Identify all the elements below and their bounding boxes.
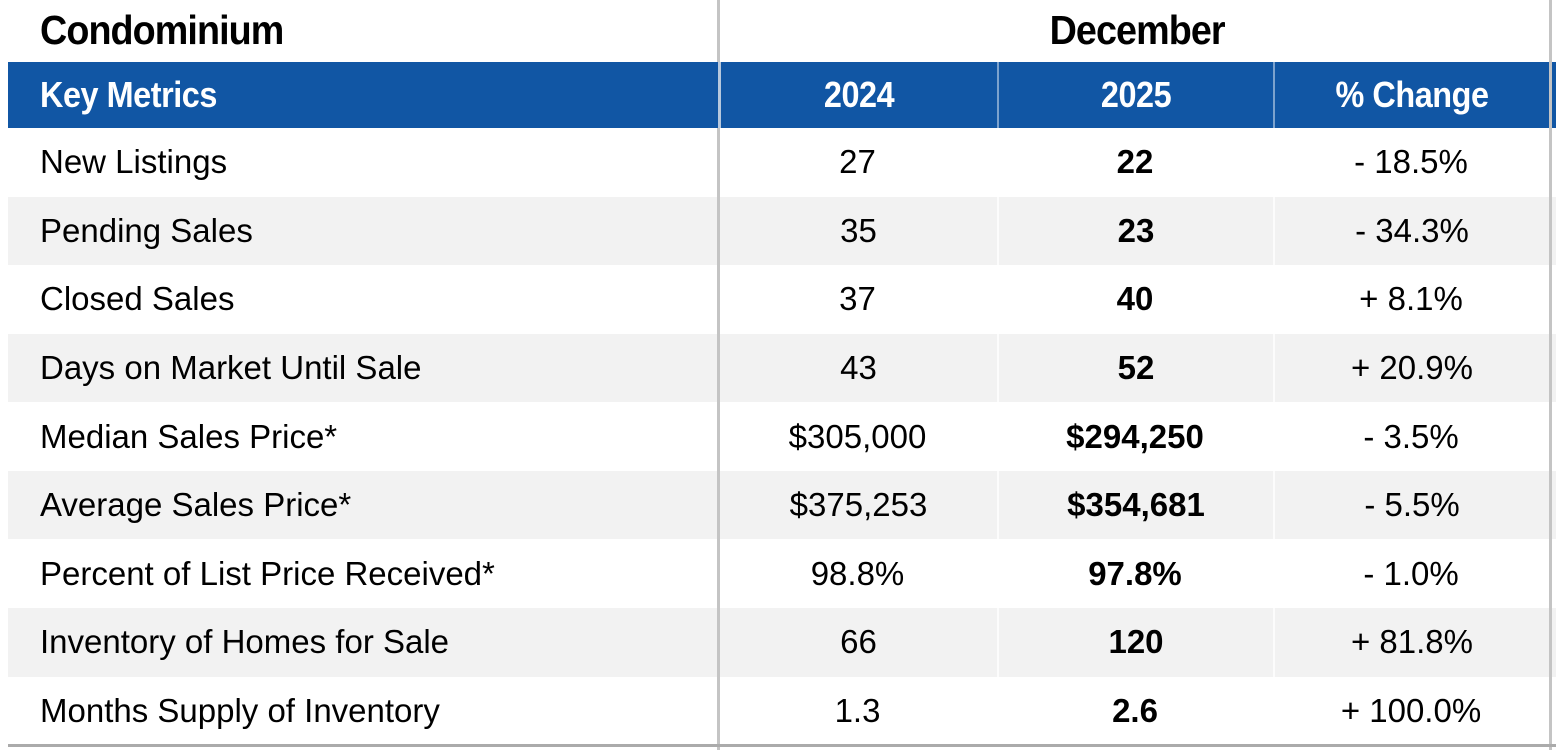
header-percent-change-label: % Change	[1335, 74, 1489, 115]
header-key-metrics: Key Metrics	[0, 62, 718, 128]
table-row-pending-sales: Pending Sales 35 23 - 34.3%	[0, 196, 1556, 266]
value-2025: 2.6	[1112, 691, 1158, 729]
value-2025: 97.8%	[1088, 554, 1182, 592]
header-percent-change: % Change	[1273, 62, 1549, 128]
value-percent-change: - 34.3%	[1273, 196, 1549, 266]
row-label: New Listings	[40, 143, 228, 181]
header-2024: 2024	[718, 62, 997, 128]
table-row-days-on-market: Days on Market Until Sale 43 52 + 20.9%	[0, 333, 1556, 403]
table-row-percent-list-price: Percent of List Price Received* 98.8% 97…	[0, 539, 1556, 608]
header-2025: 2025	[997, 62, 1273, 128]
value-2024: 35	[718, 196, 997, 266]
value-2024: 98.8%	[810, 554, 905, 592]
value-2024: 1.3	[834, 691, 881, 729]
value-2025: 40	[1116, 280, 1154, 318]
property-type-title: Condominium	[40, 0, 305, 60]
table-row-median-sales-price: Median Sales Price* $305,000 $294,250 - …	[0, 402, 1556, 471]
period-title: December	[718, 0, 1556, 60]
row-label: Months Supply of Inventory	[40, 691, 440, 729]
row-label: Percent of List Price Received*	[40, 554, 495, 592]
vertical-divider-main	[717, 0, 720, 750]
value-percent-change: - 5.5%	[1273, 470, 1549, 540]
value-2025: $354,681	[997, 470, 1273, 540]
table-body: New Listings 27 22 - 18.5% Pending Sales…	[0, 128, 1556, 745]
value-percent-change: + 100.0%	[1340, 691, 1482, 729]
value-2025: 23	[997, 196, 1273, 266]
header-2025-label: 2025	[1100, 74, 1172, 115]
row-label: Median Sales Price*	[40, 417, 338, 455]
title-band: Condominium December	[0, 0, 1556, 62]
table-row-closed-sales: Closed Sales 37 40 + 8.1%	[0, 265, 1556, 334]
value-2024: 43	[718, 333, 997, 403]
value-percent-change: + 8.1%	[1359, 280, 1463, 318]
row-label: Days on Market Until Sale	[40, 348, 422, 386]
header-key-metrics-label: Key Metrics	[40, 74, 217, 115]
row-label: Closed Sales	[40, 280, 235, 318]
row-label: Average Sales Price*	[40, 486, 352, 524]
left-margin	[0, 0, 8, 750]
table-row-inventory-homes: Inventory of Homes for Sale 66 120 + 81.…	[0, 607, 1556, 677]
value-percent-change: - 3.5%	[1363, 417, 1459, 455]
table-row-months-supply: Months Supply of Inventory 1.3 2.6 + 100…	[0, 677, 1556, 746]
value-2024: 37	[839, 280, 876, 318]
row-label: Inventory of Homes for Sale	[40, 623, 450, 661]
value-2024: $375,253	[718, 470, 997, 540]
value-percent-change: - 18.5%	[1354, 143, 1468, 181]
row-label: Pending Sales	[40, 211, 253, 249]
table-header-row: Key Metrics 2024 2025 % Change	[0, 62, 1556, 128]
vertical-divider-right	[1549, 0, 1552, 750]
value-2024: 66	[718, 607, 997, 677]
value-2025: $294,250	[1066, 417, 1204, 455]
value-2024: $305,000	[788, 417, 927, 455]
value-percent-change: + 20.9%	[1273, 333, 1549, 403]
period-title-text: December	[1049, 6, 1225, 53]
header-2024-label: 2024	[823, 74, 895, 115]
value-2025: 22	[1116, 143, 1154, 181]
property-type-title-text: Condominium	[40, 6, 284, 53]
value-percent-change: + 81.8%	[1273, 607, 1549, 677]
value-percent-change: - 1.0%	[1363, 554, 1459, 592]
table-bottom-rule	[8, 744, 1556, 747]
value-2025: 52	[997, 333, 1273, 403]
value-2025: 120	[997, 607, 1273, 677]
value-2024: 27	[839, 143, 876, 181]
table-row-average-sales-price: Average Sales Price* $375,253 $354,681 -…	[0, 470, 1556, 540]
table-row-new-listings: New Listings 27 22 - 18.5%	[0, 128, 1556, 197]
